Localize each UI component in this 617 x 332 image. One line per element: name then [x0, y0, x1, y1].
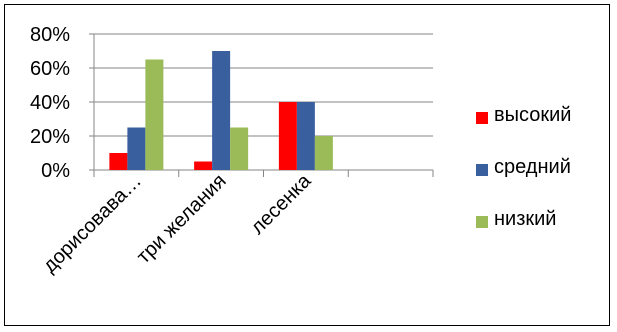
legend-swatch — [476, 216, 488, 228]
legend-swatch — [476, 164, 488, 176]
y-tick-label: 20% — [30, 126, 70, 148]
legend-item-nizkiy: низкий — [476, 208, 606, 260]
bar — [230, 127, 249, 170]
bar — [109, 153, 128, 170]
x-tick-label: лесенка — [247, 169, 316, 238]
y-tick-label: 60% — [30, 58, 70, 80]
legend-item-vysokiy: высокий — [476, 104, 606, 156]
bar — [194, 161, 213, 170]
bar — [314, 136, 333, 170]
bar — [145, 59, 164, 170]
x-tick-label: дорисовава… — [39, 170, 146, 277]
y-tick-label: 40% — [30, 92, 70, 114]
y-tick-label: 80% — [30, 24, 70, 46]
bar — [212, 51, 231, 170]
legend-label: высокий — [494, 104, 572, 126]
legend-item-sredniy: средний — [476, 156, 606, 208]
bar — [278, 102, 297, 170]
bar — [296, 102, 315, 170]
y-tick-label: 0% — [41, 160, 70, 182]
x-tick-label: три желания — [133, 170, 231, 268]
legend: высокий средний низкий — [476, 104, 606, 260]
legend-label: средний — [494, 156, 571, 178]
legend-swatch — [476, 112, 488, 124]
bar — [127, 127, 146, 170]
legend-label: низкий — [494, 208, 557, 230]
